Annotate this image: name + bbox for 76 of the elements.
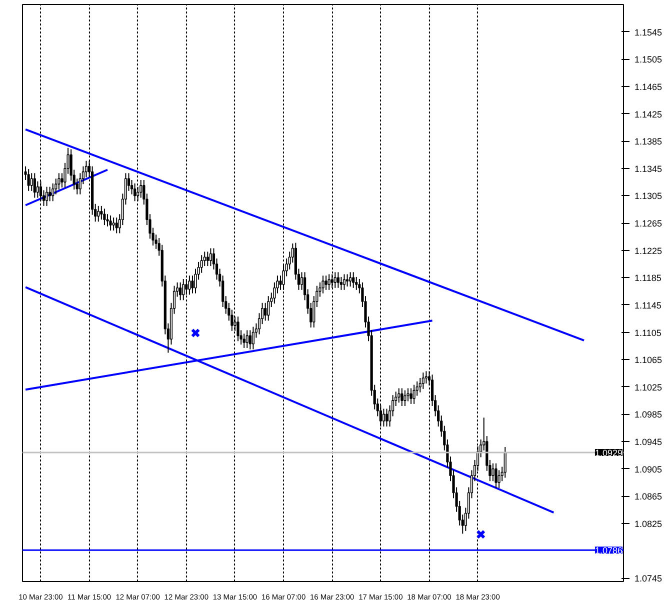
y-tick-label: 1.0985 <box>634 410 662 420</box>
candlestick <box>504 446 506 478</box>
y-tick-label: 1.1465 <box>634 82 662 92</box>
candlestick <box>264 302 267 322</box>
candlestick <box>206 251 209 267</box>
y-tick-label: 1.1265 <box>634 218 662 229</box>
y-tick-label: 1.0825 <box>634 518 662 529</box>
candlestick <box>422 372 424 390</box>
candlestick <box>33 172 36 198</box>
y-tick-label: 1.1545 <box>634 27 662 38</box>
candlestick <box>185 278 188 296</box>
candlestick <box>103 208 106 226</box>
candlestick <box>412 384 416 404</box>
candlestick <box>324 275 328 290</box>
candlestick <box>410 388 412 404</box>
candlestick <box>248 330 252 350</box>
candlestick <box>133 182 136 202</box>
y-tick-label: 1.1225 <box>634 246 662 256</box>
candlestick <box>398 388 400 404</box>
candlestick <box>340 276 343 290</box>
ref-line-label: 1.0929 <box>594 448 623 458</box>
y-tick-label: 1.1185 <box>634 273 662 284</box>
candlestick <box>48 186 52 202</box>
candlestick <box>97 205 100 222</box>
y-tick-label: 1.1065 <box>634 355 662 366</box>
y-tick-label: 1.1145 <box>634 300 662 310</box>
candlestick <box>334 272 336 288</box>
candlestick <box>45 186 48 206</box>
candlestick <box>494 462 498 488</box>
candlestick <box>385 408 388 427</box>
candlestick <box>400 388 404 407</box>
candlestick <box>112 217 115 232</box>
y-tick-label: 1.0745 <box>634 574 662 584</box>
candlestick <box>188 275 191 296</box>
y-tick-label: 1.1425 <box>634 109 662 120</box>
candlestick <box>182 278 185 301</box>
candlestick <box>336 272 340 288</box>
candlestick <box>352 272 355 288</box>
candlestick <box>246 330 248 348</box>
candlestick <box>322 275 324 294</box>
y-tick-label: 1.1305 <box>634 191 662 202</box>
candlestick <box>36 180 39 198</box>
candlestick <box>330 274 334 288</box>
candlestick <box>252 326 254 350</box>
y-tick-label: 1.1345 <box>634 164 662 174</box>
candlestick <box>267 296 270 322</box>
candlestick <box>236 316 240 342</box>
y-tick-label: 1.1025 <box>634 382 662 392</box>
candlestick <box>349 272 352 288</box>
candlestick <box>406 388 410 402</box>
candlestick <box>242 333 246 348</box>
y-tick-label: 1.0905 <box>634 464 662 474</box>
y-tick-label: 1.0865 <box>634 492 662 502</box>
candlestick <box>30 172 33 192</box>
candlestick <box>27 168 30 192</box>
y-tick-label: 1.1505 <box>634 54 662 65</box>
candlestick <box>115 217 118 234</box>
candlestick <box>498 470 500 488</box>
candlestick <box>346 274 349 288</box>
candlestick <box>328 274 330 290</box>
candlestick <box>404 390 406 407</box>
candlestick <box>209 248 212 267</box>
candlestick <box>179 282 182 301</box>
candlestick <box>52 182 54 202</box>
candlestick <box>492 462 494 482</box>
y-tick-label: 1.0945 <box>634 437 662 448</box>
candlestick <box>140 179 142 198</box>
ref-line-label: 1.0786 <box>594 546 623 556</box>
candlestick <box>382 408 386 427</box>
y-tick-label: 1.1385 <box>634 136 662 147</box>
candlestick <box>191 275 194 294</box>
candlestick <box>342 274 346 290</box>
candlestick <box>58 172 60 190</box>
candlestick <box>109 215 112 232</box>
y-tick-label: 1.1105 <box>634 328 662 338</box>
candlestick <box>355 276 358 290</box>
